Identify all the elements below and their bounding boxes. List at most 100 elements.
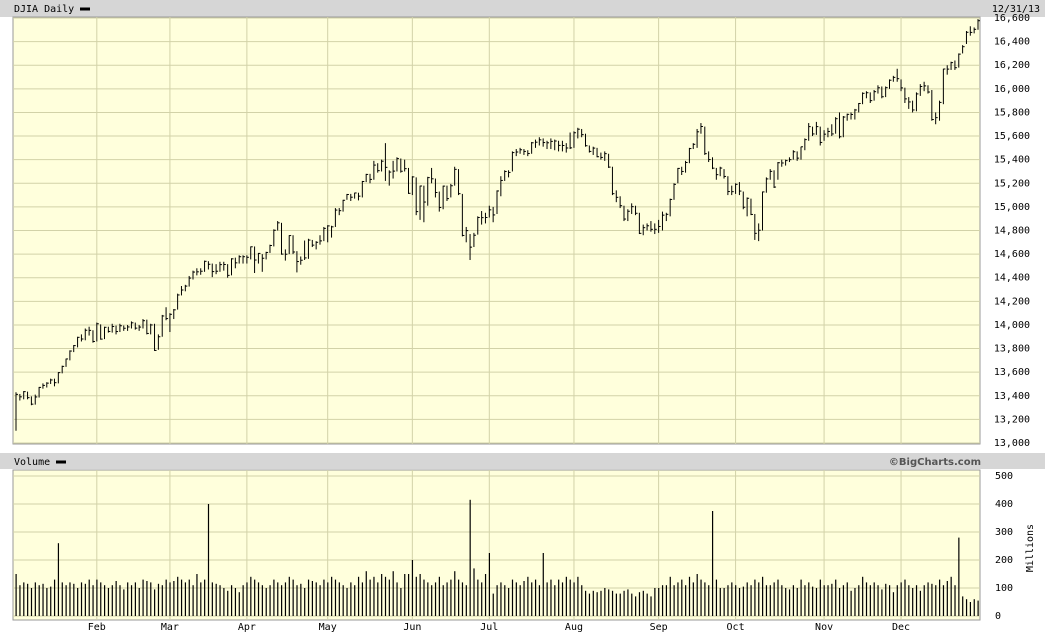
volume-bar [531,582,533,616]
volume-bar [400,588,402,616]
volume-bar [42,583,44,616]
header-bar [0,0,1045,17]
volume-bar [250,576,252,616]
volume-bar [881,589,883,616]
volume-bar [300,583,302,616]
volume-bar [808,582,810,616]
x-tick-label: Oct [727,622,745,633]
volume-bar [912,588,914,616]
y-tick-label: 14,200 [994,296,1030,307]
volume-bar [708,585,710,616]
volume-bar [523,581,525,616]
volume-bar [735,585,737,616]
volume-bar [96,579,98,616]
volume-bar [954,585,956,616]
volume-bar [654,588,656,616]
volume-bar [862,576,864,616]
volume-bar [946,581,948,616]
volume-bar [846,582,848,616]
x-tick-label: Sep [650,622,668,633]
volume-bar [508,588,510,616]
volume-bar [334,579,337,616]
volume-bar [154,589,156,616]
volume-bar [827,585,829,616]
volume-bar [465,585,467,616]
volume-bar [681,579,683,616]
volume-bar [585,590,587,616]
volume-bar [750,585,752,616]
x-tick-label: May [319,622,337,633]
volume-bar [119,585,121,616]
volume-bar [350,582,352,616]
volume-bar [188,579,190,616]
volume-bar [192,585,194,616]
volume-bar [765,585,768,616]
volume-bar [46,588,48,616]
x-tick-label: Dec [892,622,910,633]
volume-bar [296,585,298,616]
volume-bar [492,593,494,616]
volume-bar [577,576,579,616]
volume-bar [758,582,760,616]
volume-bar [923,585,925,616]
volume-bar [588,593,591,616]
volume-bar [473,568,475,616]
volume-bar [865,582,868,616]
volume-bar [565,576,567,616]
x-tick-label: Jun [403,622,421,633]
volume-bar [365,571,367,616]
volume-bar [384,576,387,616]
volume-bar [230,585,233,616]
volume-bar [592,590,594,616]
volume-bar [692,582,694,616]
volume-bar [762,576,764,616]
volume-bar [850,590,852,616]
volume-bar [427,582,429,616]
volume-bar [965,599,968,616]
volume-bar [942,585,945,616]
y-tick-label: 13,200 [994,414,1030,425]
volume-bar [804,585,806,616]
y-tick-label: 15,800 [994,107,1030,118]
volume-bar [107,588,110,616]
volume-bar [904,579,906,616]
volume-bar [842,585,845,616]
volume-bar [461,582,464,616]
volume-bar [665,585,668,616]
volume-bar [727,585,729,616]
volume-bar [238,592,240,616]
y-tick-label: 16,000 [994,84,1030,95]
volume-bar [57,543,60,616]
volume-bar [812,586,814,616]
y-tick-label: 15,000 [994,202,1030,213]
volume-bar [796,588,798,616]
volume-bar [165,579,167,616]
y-tick-label: 13,400 [994,391,1030,402]
y-axis-label: Millions [1025,524,1036,572]
volume-bar [88,579,90,616]
volume-bar [769,585,771,616]
volume-bar [146,581,148,616]
volume-bar [404,574,406,616]
volume-bar [30,588,33,616]
volume-bar [908,585,910,616]
volume-bar [542,553,544,616]
volume-bar [38,585,40,616]
y-tick-label: 500 [995,471,1013,482]
volume-bar [115,581,117,616]
volume-bar [746,582,748,616]
y-tick-label: 14,800 [994,226,1030,237]
volume-bar [573,582,575,616]
volume-bar [677,582,679,616]
volume-title: Volume [14,457,50,468]
volume-bar [646,593,648,616]
volume-bar [369,579,371,616]
volume-bar [500,582,502,616]
volume-bar [27,583,29,616]
y-tick-label: 16,400 [994,37,1030,48]
y-tick-label: 300 [995,527,1013,538]
volume-bar [611,590,614,616]
x-tick-label: Jul [480,622,498,633]
volume-bar [315,582,317,616]
volume-bar [619,593,621,616]
